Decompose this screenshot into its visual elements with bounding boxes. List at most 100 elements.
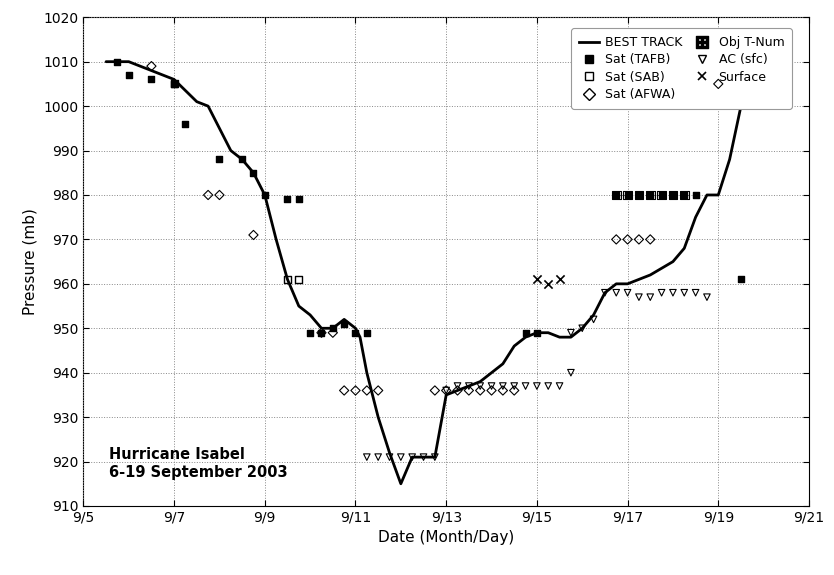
Point	[178, 119, 192, 128]
Point	[598, 288, 611, 297]
Point	[530, 328, 544, 338]
Point	[587, 315, 600, 324]
Point	[485, 381, 498, 390]
Point	[701, 293, 714, 302]
Point	[644, 235, 657, 244]
Point	[553, 275, 566, 284]
Point	[417, 453, 430, 462]
Point	[565, 328, 578, 338]
Point	[620, 235, 634, 244]
Point	[292, 275, 305, 284]
Point	[326, 324, 339, 333]
Point	[202, 190, 215, 200]
Point	[610, 235, 623, 244]
Point	[620, 190, 634, 200]
Point	[632, 293, 646, 302]
Point	[235, 155, 249, 164]
Point	[632, 190, 646, 200]
Point	[474, 381, 487, 390]
Point	[575, 324, 589, 333]
Point	[338, 386, 351, 395]
Point	[349, 386, 362, 395]
Point	[632, 190, 646, 200]
Point	[259, 190, 272, 200]
Point	[247, 168, 260, 177]
Point	[666, 288, 680, 297]
Point	[462, 381, 475, 390]
Point	[655, 288, 668, 297]
Point	[553, 381, 566, 390]
Point	[519, 381, 532, 390]
Point	[474, 386, 487, 395]
Point	[644, 190, 657, 200]
Point	[565, 368, 578, 377]
Point	[145, 62, 158, 71]
Point	[677, 190, 691, 200]
Point	[168, 79, 181, 89]
Point	[281, 275, 294, 284]
Point	[541, 279, 555, 289]
Point	[428, 386, 441, 395]
Point	[496, 381, 510, 390]
Point	[440, 386, 453, 395]
Point	[655, 190, 668, 200]
Point	[610, 288, 623, 297]
Point	[734, 275, 747, 284]
Point	[541, 381, 555, 390]
Point	[168, 79, 181, 89]
Point	[655, 190, 668, 200]
Point	[632, 235, 646, 244]
Point	[145, 75, 158, 84]
Point	[689, 288, 702, 297]
Point	[677, 288, 691, 297]
Text: Hurricane Isabel
6-19 September 2003: Hurricane Isabel 6-19 September 2003	[108, 447, 288, 480]
Point	[360, 328, 374, 338]
Point	[666, 190, 680, 200]
Point	[213, 190, 226, 200]
Point	[508, 381, 521, 390]
Point	[620, 190, 634, 200]
Point	[405, 453, 419, 462]
Point	[281, 195, 294, 204]
Point	[519, 328, 532, 338]
Point	[666, 190, 680, 200]
X-axis label: Date (Month/Day): Date (Month/Day)	[378, 530, 515, 546]
Point	[610, 190, 623, 200]
Point	[530, 275, 544, 284]
Point	[610, 190, 623, 200]
Point	[620, 190, 634, 200]
Point	[462, 386, 475, 395]
Point	[655, 190, 668, 200]
Point	[360, 386, 374, 395]
Point	[689, 190, 702, 200]
Point	[428, 453, 441, 462]
Point	[360, 453, 374, 462]
Point	[620, 288, 634, 297]
Point	[644, 190, 657, 200]
Point	[440, 386, 453, 395]
Point	[247, 231, 260, 240]
Point	[314, 328, 328, 338]
Point	[122, 70, 135, 79]
Point	[677, 190, 691, 200]
Point	[349, 328, 362, 338]
Y-axis label: Pressure (mb): Pressure (mb)	[23, 208, 38, 315]
Point	[394, 453, 408, 462]
Point	[632, 190, 646, 200]
Point	[508, 386, 521, 395]
Point	[292, 195, 305, 204]
Legend: BEST TRACK, Sat (TAFB), Sat (SAB), Sat (AFWA), Obj T-Num, AC (sfc), Surface: BEST TRACK, Sat (TAFB), Sat (SAB), Sat (…	[571, 28, 791, 109]
Point	[496, 386, 510, 395]
Point	[371, 386, 384, 395]
Point	[383, 453, 396, 462]
Point	[610, 190, 623, 200]
Point	[371, 453, 384, 462]
Point	[111, 57, 124, 66]
Point	[666, 190, 680, 200]
Point	[304, 328, 317, 338]
Point	[711, 79, 725, 89]
Point	[213, 155, 226, 164]
Point	[530, 381, 544, 390]
Point	[644, 190, 657, 200]
Point	[326, 328, 339, 338]
